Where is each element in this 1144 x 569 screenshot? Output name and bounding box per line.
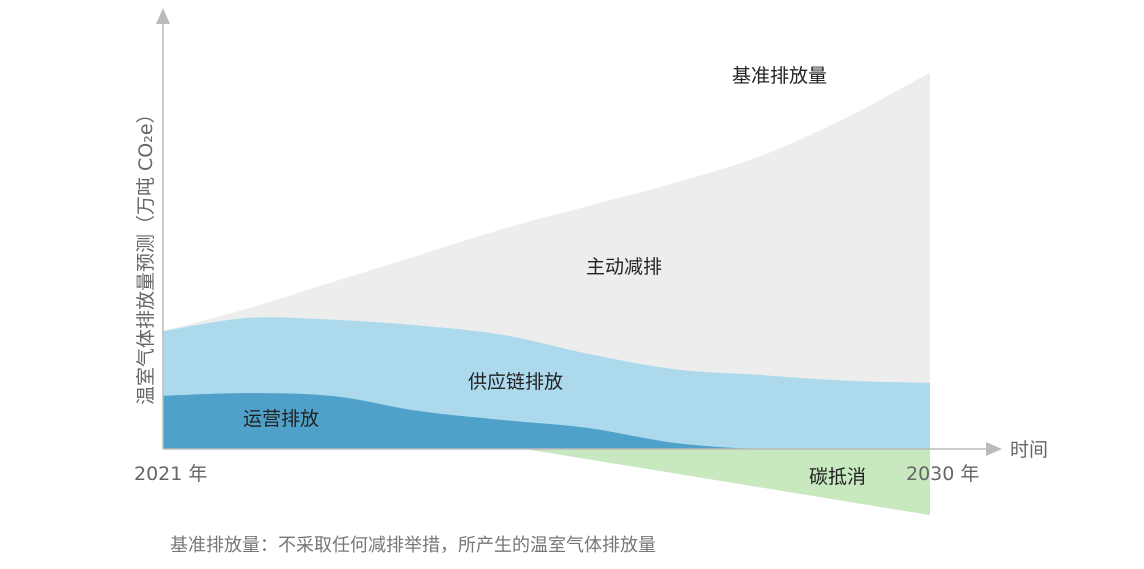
- x-tick-label-end: 2030 年: [906, 463, 979, 485]
- operations-area: [163, 393, 930, 450]
- x-tick-label-start: 2021 年: [134, 463, 207, 485]
- y-axis-label: 温室气体排放量预测（万吨 CO₂e）: [135, 104, 157, 405]
- x-axis-label: 时间: [1010, 439, 1048, 461]
- series-label-operations: 运营排放: [243, 408, 319, 430]
- annotation-active-reduction: 主动减排: [586, 256, 662, 278]
- series-label-baseline: 基准排放量: [732, 65, 827, 87]
- series-label-offset: 碳抵消: [809, 466, 866, 488]
- y-axis-arrow-icon: [156, 8, 170, 24]
- chart-caption: 基准排放量：不采取任何减排举措，所产生的温室气体排放量: [170, 535, 656, 556]
- offset-area: [525, 449, 930, 516]
- x-axis-arrow-icon: [986, 442, 1002, 456]
- series-label-supply-chain: 供应链排放: [468, 371, 563, 393]
